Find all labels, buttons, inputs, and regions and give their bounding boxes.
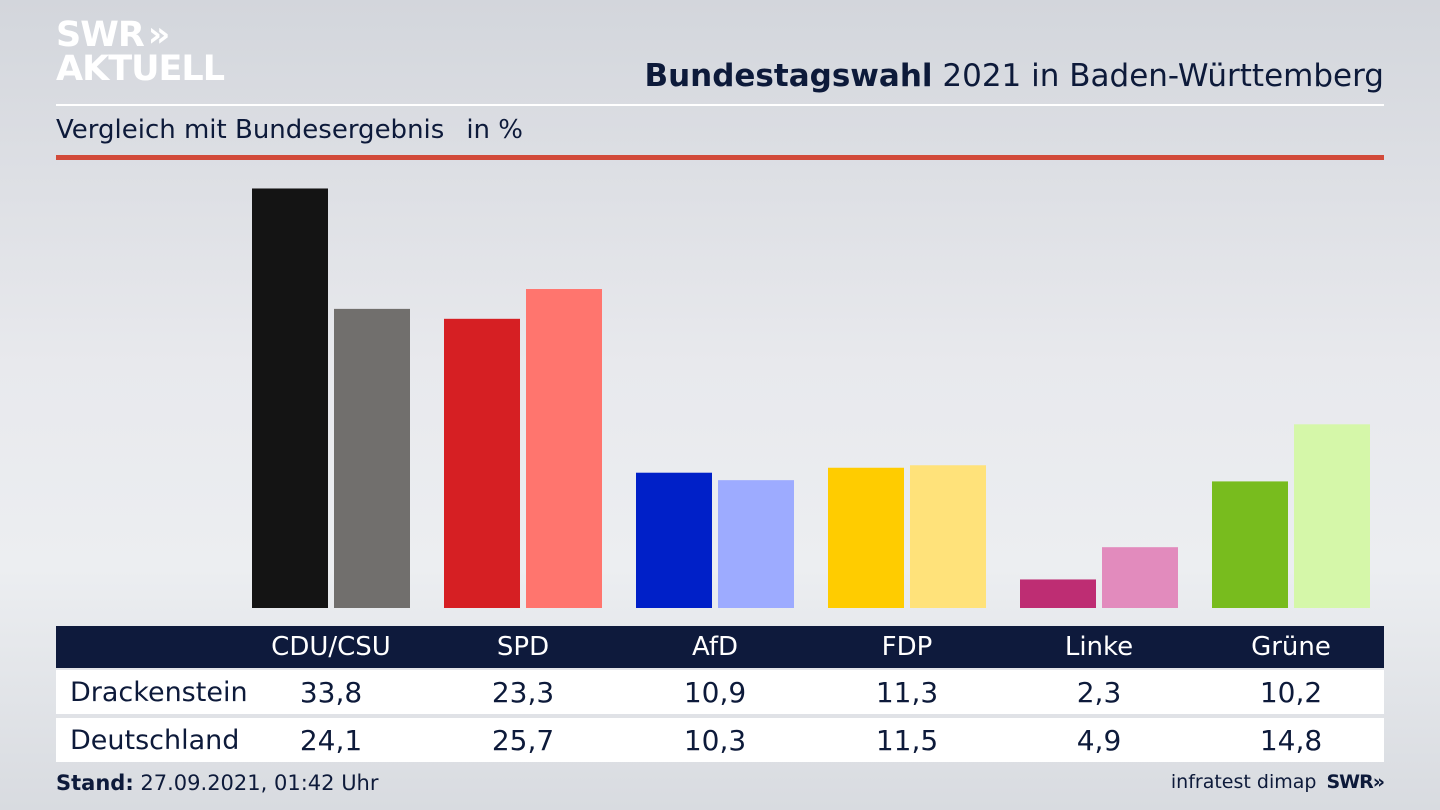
unit-label: in % [466,115,523,145]
subtitle-text: Vergleich mit Bundesergebnis [56,115,445,145]
table-cell: 14,8 [1259,724,1323,757]
logo-swr-text: SWR [56,15,145,55]
bar-fdp-deutschland [910,465,986,608]
swr-aktuell-logo: SWR» AKTUELL [56,15,225,89]
column-header: CDU/CSU [271,632,391,662]
column-header: SPD [496,632,550,662]
bar-cdu-csu-deutschland [334,308,410,608]
column-header: FDP [881,632,933,662]
bar-gr-ne-deutschland [1294,424,1370,608]
column-header: AfD [691,632,739,662]
table-row: Deutschland 24,1 25,7 10,3 11,5 4,9 14,8 [56,718,1384,762]
bar-linke-deutschland [1102,547,1178,608]
bar-spd-drackenstein [444,318,520,608]
chart-title: Bundestagswahl 2021 in Baden-Württemberg [644,58,1384,94]
chart-subtitle: Vergleich mit Bundesergebnis in % [56,115,523,145]
bar-spd-deutschland [526,289,602,608]
brand-text: SWR [1326,771,1373,793]
table-cell: 4,9 [1076,724,1122,757]
bar-gr-ne-drackenstein [1212,481,1288,608]
column-header: Grüne [1251,632,1331,662]
bar-afd-deutschland [718,480,794,608]
table-cell: 10,2 [1259,676,1323,709]
source-text: infratest dimap [1170,771,1317,793]
header-divider [56,104,1384,106]
logo-aktuell-text: AKTUELL [56,49,225,89]
table-cell: 33,8 [299,676,363,709]
source-credit: infratest dimap SWR» [1170,771,1385,793]
chart-title-bold: Bundestagswahl [644,58,933,94]
table-cell: 10,3 [683,724,747,757]
bar-chart [252,188,1370,608]
row-label: Drackenstein [70,677,248,708]
bar-fdp-drackenstein [828,467,904,608]
column-header: Linke [1064,632,1134,662]
table-cell: 11,3 [875,676,939,709]
table-row: Drackenstein 33,8 23,3 10,9 11,3 2,3 10,2 [56,670,1384,714]
table-cell: 11,5 [875,724,939,757]
bar-afd-drackenstein [636,472,712,608]
table-cell: 23,3 [491,676,555,709]
table-cell: 25,7 [491,724,555,757]
results-table: CDU/CSU SPD AfD FDP Linke Grüne Drackenstein … [56,626,1384,762]
subtitle-divider [56,155,1384,160]
table-cell: 24,1 [299,724,363,757]
bar-linke-drackenstein [1020,579,1096,608]
chevron-right-icon: » [1372,771,1385,793]
stand-label: Stand: [56,771,134,795]
table-cell: 10,9 [683,676,747,709]
chart-title-rest: 2021 in Baden-Württemberg [942,58,1384,94]
table-cell: 2,3 [1076,676,1122,709]
table-header: CDU/CSU SPD AfD FDP Linke Grüne [56,626,1384,668]
stand-value: 27.09.2021, 01:42 Uhr [140,771,379,795]
bar-cdu-csu-drackenstein [252,188,328,608]
swr-brand-logo: SWR» [1326,771,1385,793]
row-label: Deutschland [70,725,240,756]
timestamp: Stand: 27.09.2021, 01:42 Uhr [56,771,379,795]
